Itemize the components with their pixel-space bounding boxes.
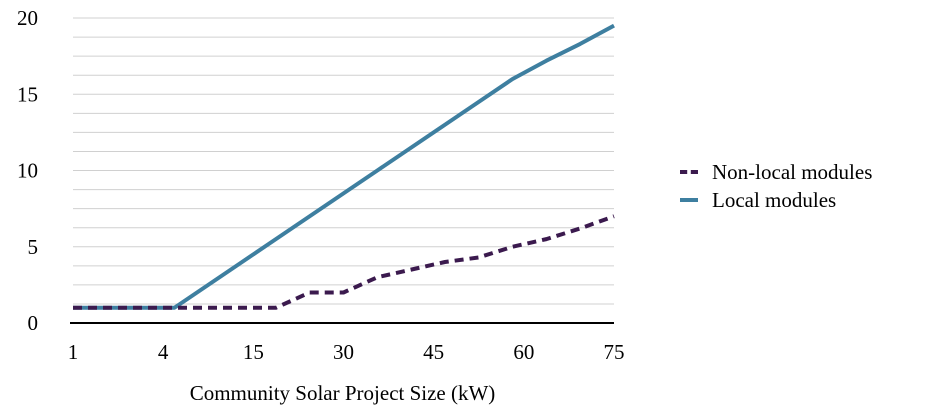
series-line-non-local	[73, 214, 615, 310]
x-tick-label: 75	[604, 340, 625, 364]
legend-swatch-non-local	[680, 170, 698, 174]
x-axis-title: Community Solar Project Size (kW)	[190, 381, 496, 405]
legend-label-non-local: Non-local modules	[712, 159, 873, 184]
x-tick-label: 4	[158, 340, 169, 364]
series-lines	[73, 23, 615, 310]
y-tick-label: 0	[28, 311, 39, 335]
x-tick-label: 15	[243, 340, 264, 364]
x-tick-label: 45	[423, 340, 444, 364]
y-tick-label: 10	[17, 159, 38, 183]
y-tick-label: 20	[17, 6, 38, 30]
legend-label-local: Local modules	[712, 187, 837, 212]
y-tick-label: 5	[28, 235, 39, 259]
x-tick-label: 30	[333, 340, 354, 364]
legend-swatch-local	[680, 198, 698, 202]
y-tick-label: 15	[17, 82, 38, 106]
legend-item-local: Local modules	[680, 186, 872, 214]
legend-item-non-local: Non-local modules	[680, 158, 872, 186]
x-tick-label: 60	[513, 340, 534, 364]
legend: Non-local modules Local modules	[680, 158, 872, 214]
x-tick-labels: 1 4 15 30 45 60 75	[68, 340, 625, 364]
x-tick-label: 1	[68, 340, 79, 364]
y-tick-labels: 0 5 10 15 20	[17, 6, 38, 335]
gridlines	[73, 17, 614, 305]
